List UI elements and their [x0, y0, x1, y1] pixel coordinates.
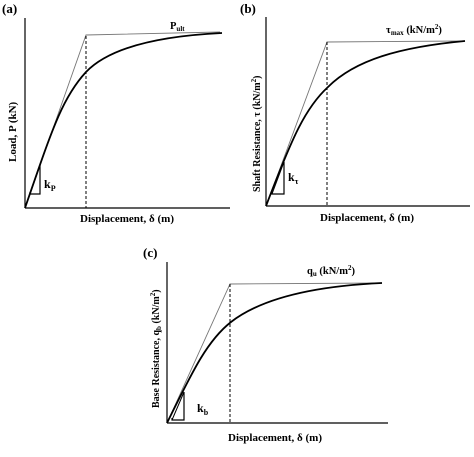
panel-c-ultimate-label: qu (kN/m2): [307, 264, 355, 278]
panel-a-load-curve: [24, 32, 223, 209]
panel-a: (a) kP Pult Load, P (kN) Displacement, δ…: [2, 1, 230, 225]
panel-c-xlabel: Displacement, δ (m): [228, 432, 322, 444]
panel-c-slope-triangle-hyp: [171, 391, 185, 421]
panel-b-ylabel-close: ): [252, 76, 263, 79]
panel-a-bilinear-line: [24, 31, 221, 209]
panel-c-ultimate-label-tail: (kN/m: [317, 266, 348, 277]
panel-c-ultimate-label-main: q: [307, 266, 313, 277]
panel-b-ultimate-label-close: ): [438, 25, 442, 36]
panel-b-ultimate-label-tail: (kN/m: [404, 25, 435, 36]
panel-b-ylabel: Shaft Resistance, τ (kN/m2): [250, 76, 263, 192]
panel-a-slope-label-sub: P: [51, 184, 56, 193]
panel-b-ultimate-label-sub: max: [391, 29, 404, 37]
panel-b-ultimate-label-sup: 2: [435, 23, 439, 31]
panel-c-ylabel-sub: b: [155, 326, 163, 330]
panel-c-ylabel-text: Base Resistance, q: [151, 330, 162, 408]
panel-a-label: (a): [2, 1, 17, 16]
panel-b-ultimate-label-main: τ: [386, 25, 391, 36]
panel-a-ylabel: Load, P (kN): [7, 101, 19, 162]
panel-a-slope-label: kP: [44, 177, 56, 193]
panel-b-ylabel-sup: 2: [250, 78, 258, 82]
panel-a-ultimate-label-sub: ult: [176, 25, 185, 33]
panel-c-slope-label: kb: [197, 401, 209, 417]
panel-a-slope-label-main: k: [44, 177, 51, 191]
panel-c-base-curve: [166, 282, 383, 424]
panel-a-slope-triangle-hyp: [29, 164, 41, 195]
panel-b-xlabel: Displacement, δ (m): [320, 212, 414, 224]
panel-b-ylabel-text: Shaft Resistance, τ (kN/m: [252, 82, 263, 192]
panel-c-ylabel: Base Resistance, qb (kN/m2): [149, 289, 163, 408]
panel-b: (b) kτ τmax (kN/m2) Shaft Resistance, τ …: [240, 1, 470, 224]
panel-b-shaft-curve: [265, 40, 466, 207]
panel-a-xlabel: Displacement, δ (m): [80, 213, 174, 225]
panel-c-ultimate-label-sub: u: [313, 270, 317, 278]
panel-c-ylabel-close: ): [151, 289, 162, 292]
panel-c-ylabel-mid: (kN/m: [151, 296, 162, 326]
panel-c: (c) kb qu (kN/m2) Base Resistance, qb (k…: [143, 245, 388, 444]
panel-b-ultimate-label: τmax (kN/m2): [386, 23, 442, 37]
panel-b-slope-label-main: k: [288, 170, 295, 184]
panel-b-slope-label-sub: τ: [295, 177, 299, 186]
panel-b-slope-label: kτ: [288, 170, 299, 186]
panel-b-label: (b): [240, 1, 256, 16]
panel-a-ultimate-label: Pult: [170, 21, 185, 33]
panel-a-ultimate-label-main: P: [170, 21, 177, 32]
panel-c-ultimate-label-sup: 2: [348, 264, 352, 272]
panel-b-slope-triangle-hyp: [271, 161, 285, 195]
panel-c-slope-label-main: k: [197, 401, 204, 415]
panel-c-slope-label-sub: b: [204, 408, 209, 417]
panel-c-label: (c): [143, 245, 157, 260]
panel-c-ultimate-label-close: ): [351, 266, 355, 277]
panel-c-ylabel-sup: 2: [149, 292, 157, 296]
